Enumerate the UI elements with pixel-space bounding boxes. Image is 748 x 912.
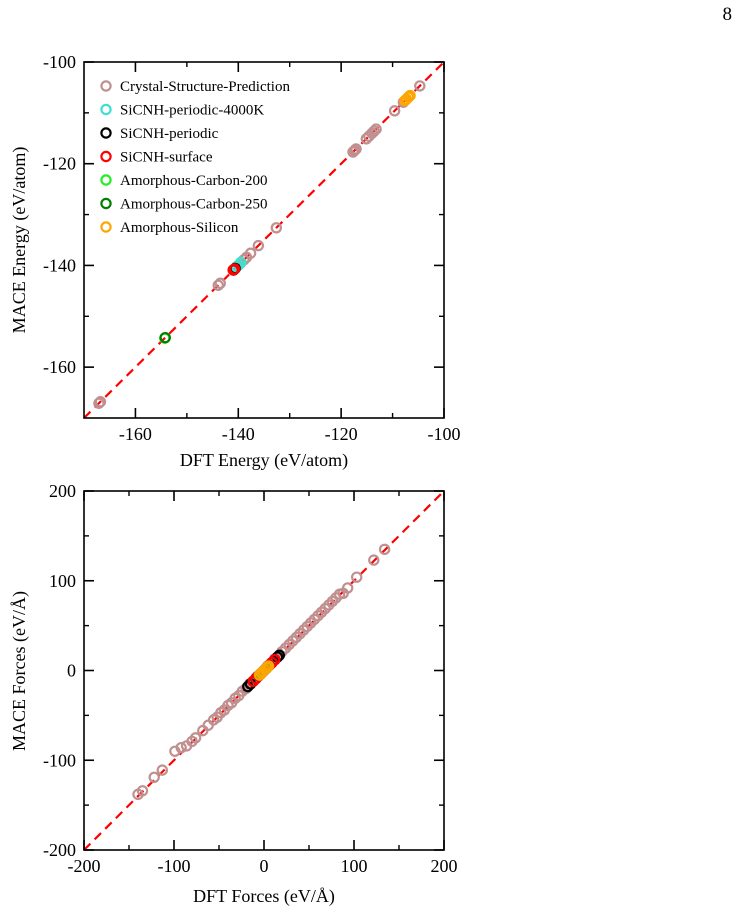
- legend-marker-4: [100, 150, 112, 163]
- forces-parity-line: [83, 490, 445, 851]
- forces-point-1: [175, 741, 187, 754]
- page-number: 8: [722, 4, 733, 25]
- legend-marker-1: [100, 80, 112, 92]
- forces-y-axis-label: MACE Forces (eV/Å): [9, 591, 30, 751]
- energy-point-1: [93, 397, 105, 409]
- legend-marker-3: [100, 127, 112, 139]
- forces-x-tick-label: 0: [260, 856, 269, 876]
- forces-y-tick-label: 0: [67, 661, 76, 681]
- energy-point-1: [348, 144, 361, 157]
- legend-label-7: Amorphous-Silicon: [120, 220, 239, 236]
- energy-point-7: [402, 91, 415, 103]
- energy-point-4: [228, 263, 241, 275]
- energy-point-1: [388, 105, 401, 117]
- energy-parity-line: [83, 61, 445, 419]
- energy-point-1: [270, 222, 283, 234]
- energy-point-1: [414, 80, 426, 92]
- energy-point-1: [370, 123, 382, 135]
- forces-points: [83, 490, 445, 851]
- forces-x-axis-label: DFT Forces (eV/Å): [193, 886, 335, 907]
- legend-label-2: SiCNH-periodic-4000K: [120, 103, 264, 119]
- energy-point-1: [368, 125, 380, 137]
- energy-y-axis-label: MACE Energy (eV/atom): [9, 147, 30, 334]
- energy-x-axis-label: DFT Energy (eV/atom): [180, 450, 348, 471]
- energy-y-tick-label: -120: [43, 154, 76, 174]
- forces-point-1: [136, 785, 149, 797]
- energy-point-1: [350, 143, 362, 155]
- energy-point-1: [214, 277, 226, 289]
- forces-y-tick-label: -200: [43, 840, 76, 860]
- legend-label-3: SiCNH-periodic: [120, 126, 219, 142]
- forces-y-tick-label: 200: [49, 481, 76, 501]
- energy-plot-frame: [83, 61, 445, 419]
- energy-y-tick-label: -100: [43, 52, 76, 72]
- legend-marker-6: [100, 197, 112, 210]
- forces-point-7: [262, 660, 275, 672]
- energy-y-tick-label: -160: [43, 357, 76, 377]
- energy-ticks: -160 -140 -120 -100 -160 -140 -120 -100: [43, 52, 461, 444]
- forces-point-1: [378, 543, 391, 556]
- energy-point-7: [404, 89, 416, 102]
- forces-y-tick-label: -100: [43, 750, 76, 770]
- forces-point-1: [156, 764, 168, 776]
- legend-marker-7: [100, 221, 112, 233]
- forces-point-1: [342, 582, 354, 594]
- legend-marker-5: [100, 174, 112, 186]
- forces-point-1: [351, 571, 363, 583]
- legend-label-1: Crystal-Structure-Prediction: [120, 79, 290, 95]
- energy-y-tick-label: -140: [43, 255, 76, 275]
- legend-label-4: SiCNH-surface: [120, 150, 213, 166]
- forces-y-tick-label: 100: [49, 571, 76, 591]
- legend: Crystal-Structure-Prediction SiCNH-period…: [100, 79, 290, 236]
- legend-label-6: Amorphous-Carbon-250: [120, 197, 267, 213]
- energy-point-1: [94, 396, 107, 408]
- forces-point-1: [148, 771, 160, 784]
- forces-panel: -200 -100 0 100 200 -200 -100 0 100 200 DFT Force…: [9, 481, 458, 907]
- legend-label-5: Amorphous-Carbon-200: [120, 173, 267, 189]
- energy-points: [83, 61, 445, 419]
- forces-point-1: [368, 554, 380, 566]
- energy-point-1: [244, 247, 257, 259]
- energy-panel: -160 -140 -120 -100 -160 -140 -120 -100 DFT Ene…: [9, 52, 461, 471]
- forces-point-4: [269, 654, 281, 666]
- forces-x-tick-label: -100: [158, 856, 191, 876]
- forces-point-1: [202, 719, 214, 731]
- forces-x-tick-label: 200: [431, 856, 458, 876]
- energy-point-1: [252, 239, 265, 252]
- forces-x-tick-label: -200: [68, 856, 101, 876]
- energy-x-tick-label: -160: [119, 424, 152, 444]
- energy-point-6: [159, 331, 171, 344]
- energy-point-1: [212, 279, 224, 291]
- energy-x-tick-label: -140: [222, 424, 255, 444]
- energy-x-tick-label: -100: [428, 424, 461, 444]
- legend-marker-2: [100, 103, 112, 116]
- forces-point-1: [189, 732, 202, 744]
- forces-ticks: -200 -100 0 100 200 -200 -100 0 100 200: [43, 481, 458, 876]
- forces-x-tick-label: 100: [341, 856, 368, 876]
- energy-point-1: [347, 146, 359, 158]
- energy-point-2: [235, 256, 247, 269]
- forces-plot-frame: [83, 490, 445, 851]
- energy-x-tick-label: -120: [325, 424, 358, 444]
- forces-point-7: [261, 662, 273, 674]
